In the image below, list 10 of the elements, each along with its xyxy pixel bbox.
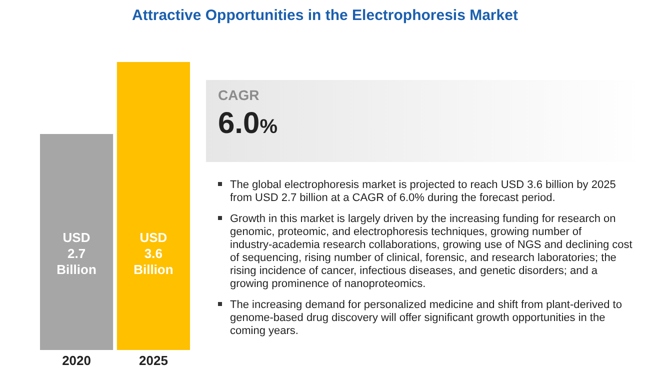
text: CAGR	[218, 87, 260, 103]
text: Attractive Opportunities in the Electrophoresis Market	[132, 7, 518, 24]
x-tick-label: 2025	[139, 353, 168, 368]
text: The increasing demand for personalized medicine and shift from plant-derived to genome-based drug discovery will offer significant growth opportunities in the coming years.	[230, 299, 622, 337]
text: The global electrophoresis market is projected to reach USD 3.6 billion by 2025 from USD 2.7 billion at a CAGR of 6.0% during the forecast period.	[230, 179, 616, 204]
x-tick-label: 2020	[62, 353, 91, 368]
text: 6.0%	[218, 107, 278, 140]
data-label: USD 2.7 Billion	[56, 230, 96, 277]
text: Growth in this market is largely driven by the increasing funding for research on genomic, proteomic, and electrophoresis techniques, growing number of industry-academia research collaborations, growing use of NGS and declining cost of sequencing, rising number of clinical, forensic, and research laboratories; the rising incidence of cancer, infectious diseases, and genetic disorders; and a growing prominence of nanoproteomics.	[230, 213, 632, 290]
data-label: USD 3.6 Billion	[134, 230, 174, 277]
